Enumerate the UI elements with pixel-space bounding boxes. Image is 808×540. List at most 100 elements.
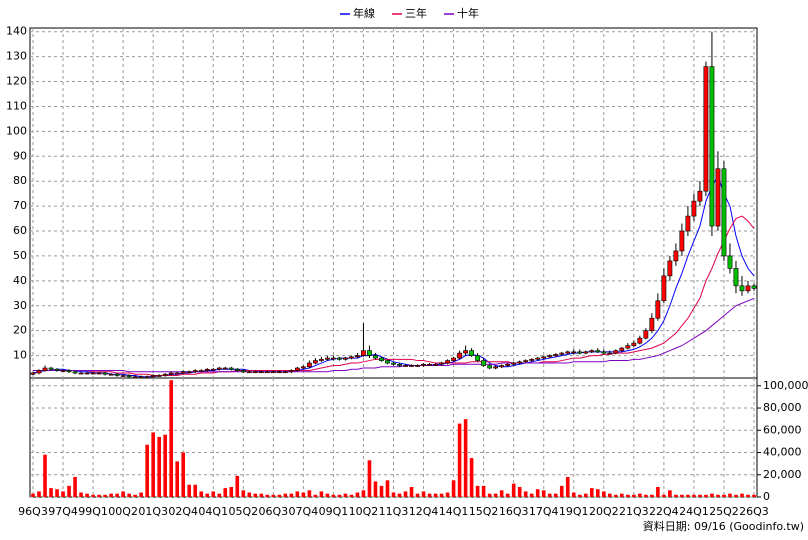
y-tick-label: 90 — [13, 149, 27, 162]
candle-body — [42, 367, 48, 371]
volume-bar — [607, 493, 612, 497]
x-tick-label: 25Q2 — [709, 505, 739, 518]
volume-bar — [511, 483, 516, 497]
y-tick-label: 100 — [6, 124, 27, 137]
volume-bar — [626, 494, 630, 497]
candle-body — [138, 376, 144, 379]
y-tick-label: 40 — [13, 274, 27, 287]
volume-bar — [547, 493, 552, 497]
candle-body — [745, 285, 751, 292]
candle-body — [258, 371, 264, 374]
volume-bar — [271, 494, 276, 497]
candle-body — [697, 190, 703, 202]
candle-body — [385, 360, 390, 364]
candle-body — [457, 352, 462, 359]
volume-bar — [85, 493, 89, 497]
candle-body — [667, 260, 673, 277]
volume-bar — [457, 423, 462, 497]
x-tick-label: 24Q1 — [679, 505, 709, 518]
volume-bar — [493, 493, 498, 497]
volume-bar — [79, 492, 83, 497]
x-tick-label: 20Q2 — [589, 505, 619, 518]
volume-bar — [517, 486, 522, 497]
volume-bar — [752, 494, 756, 497]
volume-bar — [722, 494, 726, 497]
x-tick-label: 04Q1 — [198, 505, 228, 518]
x-tick-label: 99Q1 — [78, 505, 108, 518]
candle-body — [216, 367, 222, 370]
volume-bar — [205, 493, 210, 497]
volume-bar — [620, 493, 624, 497]
x-tick-label: 22Q4 — [649, 505, 679, 518]
candle-body — [475, 355, 481, 361]
candle-body — [469, 350, 475, 356]
volume-bar — [55, 489, 59, 497]
y-tick-label: 110 — [6, 99, 27, 112]
candle-body — [174, 372, 180, 375]
candle-body — [144, 376, 150, 379]
footnote: 資料日期: 09/16 (Goodinfo.tw) — [643, 519, 804, 533]
volume-bar — [151, 432, 155, 497]
volume-bar — [181, 452, 186, 497]
x-tick-label: 06Q3 — [259, 505, 289, 518]
candle-body — [673, 250, 679, 262]
candle-body — [114, 373, 120, 376]
volume-bar — [686, 494, 690, 497]
volume-bar — [259, 493, 264, 497]
volume-bar — [199, 491, 204, 497]
candle-body — [162, 373, 168, 376]
volume-bar — [535, 489, 540, 497]
volume-bar — [115, 493, 119, 497]
volume-bar — [61, 491, 65, 497]
x-tick-label: 19Q1 — [559, 505, 589, 518]
candle-body — [505, 363, 511, 366]
x-tick-label: 15Q2 — [469, 505, 499, 518]
candle-body — [421, 363, 426, 366]
volume-bar — [127, 493, 131, 497]
x-tick-label: 07Q4 — [289, 505, 319, 518]
candle-body — [709, 66, 715, 227]
volume-bar — [349, 494, 354, 497]
volume-bar — [656, 486, 660, 497]
candle-body — [607, 352, 613, 355]
candle-body — [649, 317, 655, 331]
volume-bar — [445, 492, 450, 497]
candle-body — [343, 357, 348, 360]
volume-bar — [469, 458, 474, 497]
volume-bar — [427, 493, 432, 497]
volume-bar — [73, 476, 77, 497]
volume-bar — [397, 493, 402, 497]
candle-body — [391, 362, 396, 365]
volume-bar — [139, 492, 143, 497]
candle-body — [66, 370, 72, 373]
x-tick-label: 17Q4 — [529, 505, 559, 518]
volume-bar — [668, 490, 672, 497]
x-tick-label: 11Q3 — [379, 505, 409, 518]
candle-body — [571, 351, 577, 354]
candle-body — [517, 361, 523, 364]
candle-body — [577, 351, 583, 354]
legend-label: 十年 — [457, 6, 479, 20]
candle-body — [337, 357, 342, 360]
x-tick-label: 26Q3 — [739, 505, 769, 518]
candle-body — [48, 367, 54, 370]
candle-body — [463, 350, 469, 354]
volume-bar — [49, 488, 53, 497]
candle-body — [493, 366, 499, 369]
volume-bar — [577, 494, 582, 497]
candle-body — [204, 368, 210, 371]
y-tick-label: 70 — [13, 199, 27, 212]
y-tick-label: 120 — [6, 75, 27, 88]
candle-body — [240, 370, 246, 373]
x-tick-label: 16Q3 — [499, 505, 529, 518]
candle-body — [511, 362, 517, 365]
x-tick-label: 96Q3 — [18, 505, 48, 518]
volume-bar — [541, 490, 546, 497]
candle-body — [228, 367, 234, 370]
candle-body — [96, 372, 102, 375]
volume-bar — [614, 494, 618, 497]
volume-bar — [571, 492, 576, 497]
candle-body — [631, 342, 637, 346]
candle-body — [439, 362, 444, 365]
candle-body — [198, 370, 204, 372]
